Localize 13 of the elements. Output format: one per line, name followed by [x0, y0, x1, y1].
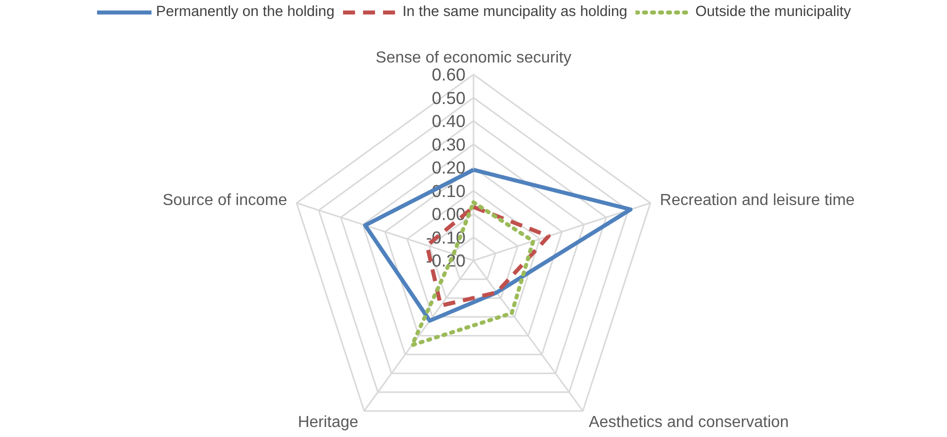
legend-label: In the same muncipality as holding — [402, 4, 628, 20]
y-tick-label: 0.20 — [432, 158, 466, 178]
y-tick-label: 0.50 — [432, 88, 466, 108]
y-tick-label: 0.30 — [432, 134, 466, 154]
legend-label: Permanently on the holding — [156, 4, 334, 20]
spoke-label: Source of income — [162, 192, 288, 210]
spoke-label: Recreation and leisure time — [660, 192, 855, 210]
y-tick-label: 0.60 — [432, 64, 466, 84]
y-tick-label: 0.40 — [432, 111, 466, 131]
spoke-label: Heritage — [298, 414, 358, 432]
legend-label: Outside the municipality — [695, 4, 851, 20]
spoke-label: Sense of economic security — [376, 50, 572, 66]
spoke-label: Aesthetics and conservation — [588, 414, 789, 432]
